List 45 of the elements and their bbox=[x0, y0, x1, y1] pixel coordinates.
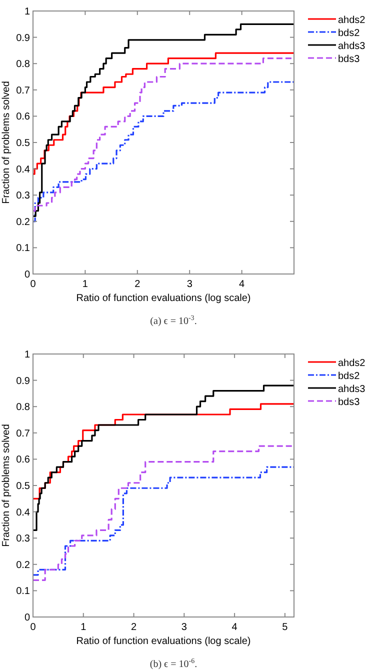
text: (a) ϵ = 10$^{-3}$. bbox=[150, 314, 197, 327]
y-tick-label: 0.8 bbox=[16, 402, 30, 414]
y-tick-label: 0.7 bbox=[16, 428, 30, 440]
y-tick-label: 0.5 bbox=[16, 138, 30, 149]
y-tick-label: 0.2 bbox=[16, 216, 30, 228]
y-axis-title: Fraction of problems solved bbox=[1, 81, 12, 204]
y-tick-label: 0 bbox=[24, 612, 30, 624]
y-tick-label: 0.7 bbox=[16, 85, 30, 96]
legend-label: ahds3 bbox=[338, 41, 366, 52]
y-tick-label: 0.4 bbox=[16, 507, 30, 518]
y-tick-label: 0.9 bbox=[16, 376, 30, 387]
y-tick-label: 0.5 bbox=[16, 481, 30, 492]
x-tick-label: 5 bbox=[282, 622, 288, 633]
y-tick-label: 0.3 bbox=[16, 190, 30, 202]
legend-label: ahds3 bbox=[338, 384, 366, 395]
x-tick-label: 2 bbox=[134, 279, 141, 290]
x-tick-label: 1 bbox=[80, 622, 87, 633]
y-tick-label: 0.9 bbox=[16, 32, 30, 44]
x-axis-title: Ratio of function evaluations (log scale) bbox=[76, 293, 251, 304]
legend-label: bds3 bbox=[338, 397, 360, 408]
y-tick-label: 0.1 bbox=[16, 243, 30, 254]
y-tick-label: 1 bbox=[24, 6, 30, 18]
y-axis-title: Fraction of problems solved bbox=[1, 424, 12, 547]
x-tick-label: 4 bbox=[239, 279, 246, 290]
y-tick-label: 0.2 bbox=[16, 560, 30, 571]
x-tick-label: 3 bbox=[186, 279, 193, 290]
y-tick-label: 0.1 bbox=[16, 586, 30, 598]
y-tick-label: 0 bbox=[24, 270, 30, 280]
legend-label: bds3 bbox=[338, 54, 360, 65]
x-tick-label: 2 bbox=[130, 622, 137, 633]
x-tick-label: 3 bbox=[181, 622, 188, 633]
y-tick-label: 0.8 bbox=[16, 59, 30, 70]
y-tick-label: 0.6 bbox=[16, 112, 30, 123]
text: (b) ϵ = 10$^{-6}$. bbox=[150, 657, 198, 670]
y-tick-label: 0.3 bbox=[16, 534, 30, 545]
x-tick-label: 1 bbox=[82, 279, 88, 290]
legend-label: bds2 bbox=[338, 28, 360, 39]
x-tick-label: 4 bbox=[232, 622, 238, 633]
x-axis-title: Ratio of function evaluations (log scale) bbox=[76, 636, 251, 647]
legend-label: bds2 bbox=[338, 371, 360, 382]
y-tick-label: 0.4 bbox=[16, 164, 30, 176]
y-tick-label: 1 bbox=[24, 350, 30, 360]
legend-label: ahds2 bbox=[338, 15, 366, 26]
legend-label: ahds2 bbox=[338, 358, 366, 369]
y-tick-label: 0.6 bbox=[16, 454, 30, 466]
